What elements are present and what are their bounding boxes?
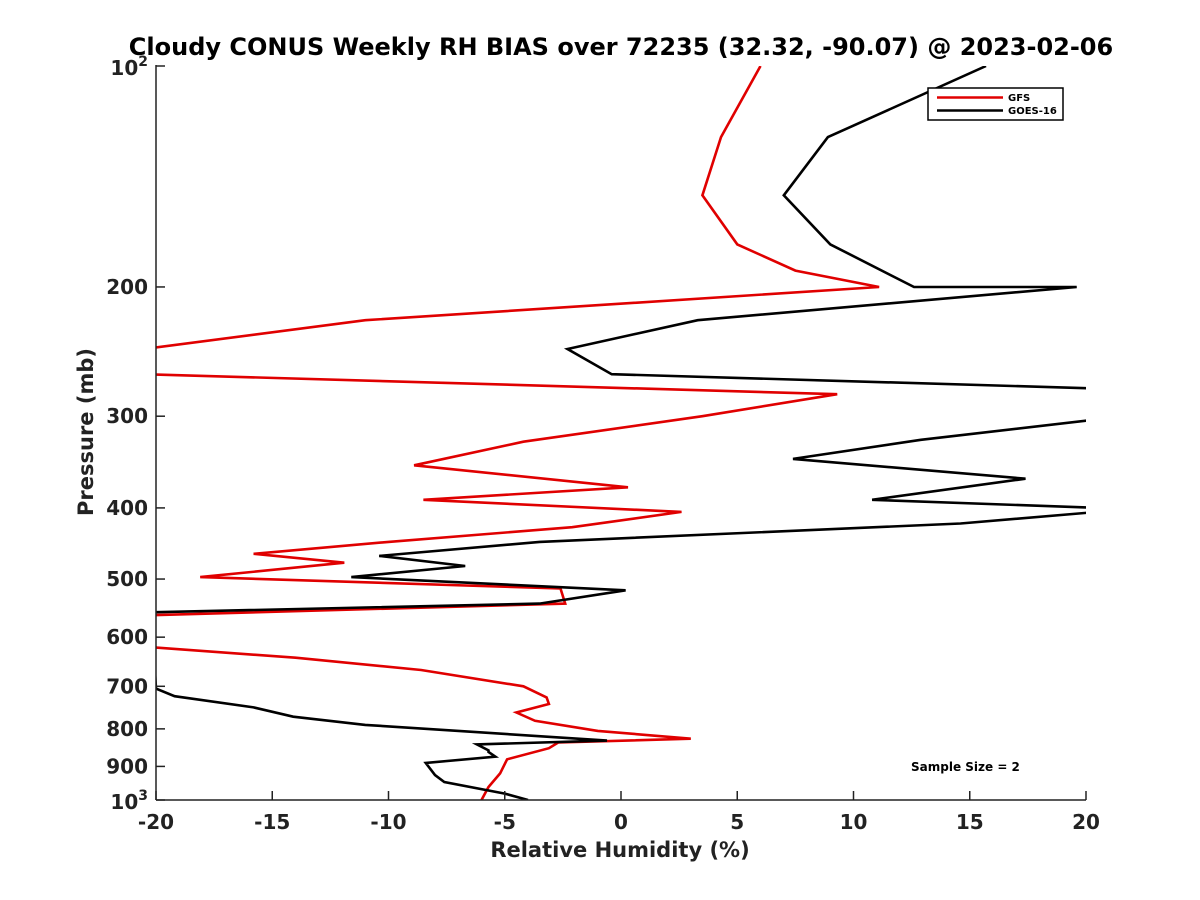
y-tick-label: 102 <box>110 54 148 80</box>
y-tick-label: 500 <box>106 567 148 591</box>
x-tick-label: -20 <box>138 810 174 834</box>
y-axis-label: Pressure (mb) <box>74 348 98 516</box>
y-tick-label: 700 <box>106 674 148 698</box>
x-tick-label: 10 <box>840 810 868 834</box>
y-tick-label: 900 <box>106 754 148 778</box>
y-tick-label: 800 <box>106 717 148 741</box>
y-tick-label: 300 <box>106 404 148 428</box>
x-tick-label: -5 <box>494 810 516 834</box>
x-axis-label: Relative Humidity (%) <box>490 838 749 862</box>
x-tick-label: 5 <box>730 810 744 834</box>
x-tick-label: 15 <box>956 810 984 834</box>
y-tick-label: 103 <box>110 788 148 814</box>
y-tick-label: 200 <box>106 275 148 299</box>
legend-label-goes16: GOES-16 <box>1008 106 1057 117</box>
legend: GFS GOES-16 <box>927 87 1064 121</box>
x-tick-label: 20 <box>1072 810 1100 834</box>
x-tick-label: -15 <box>254 810 290 834</box>
legend-label-gfs: GFS <box>1008 93 1030 104</box>
x-tick-label: 0 <box>614 810 628 834</box>
sample-size-annotation: Sample Size = 2 <box>911 760 1020 774</box>
legend-box <box>927 87 1064 121</box>
y-tick-label: 400 <box>106 496 148 520</box>
chart-title: Cloudy CONUS Weekly RH BIAS over 72235 (… <box>129 33 1113 61</box>
y-tick-label: 600 <box>106 625 148 649</box>
plot-area: -20 -15 -10 -5 0 5 10 15 20 102 200 300 400 500 600 700… <box>106 54 1100 834</box>
x-tick-label: -10 <box>370 810 406 834</box>
axes-layer: -20 -15 -10 -5 0 5 10 15 20 102 200 300 400 500 600 700… <box>106 54 1100 834</box>
series-layer <box>156 66 1086 800</box>
series-line-goes16 <box>156 66 1086 800</box>
series-line-gfs <box>156 66 880 800</box>
